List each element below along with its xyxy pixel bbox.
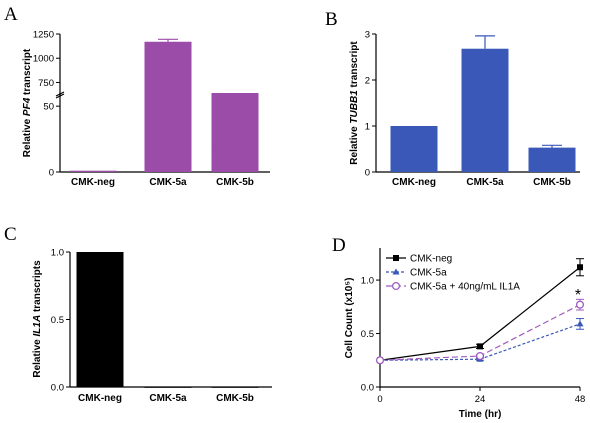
panel-letter-b: B (325, 9, 338, 30)
legend-label: CMK-5a (410, 268, 447, 279)
data-point (577, 264, 583, 271)
series-line (379, 304, 581, 361)
y-tick-label: 750 (38, 78, 54, 89)
x-tick-label: CMK-neg (71, 177, 115, 188)
x-tick-label: 24 (475, 394, 486, 405)
legend-marker (391, 281, 401, 291)
legend-marker (393, 255, 399, 261)
y-tick-label: 0.5 (361, 329, 374, 340)
x-tick-label: 0 (377, 394, 382, 405)
axis-break-mark-lower (55, 91, 65, 97)
y-tick-label: 0.0 (361, 383, 374, 394)
data-point (475, 351, 485, 361)
y-tick-label: 1.0 (361, 276, 374, 287)
data-point (477, 343, 483, 350)
panel-d-cell-count-chart: 0.0 0.5 1.0 0 24 48 Time (hr) Cell Count (x10⁵)… (344, 248, 585, 420)
legend-label: CMK-5a + 40ng/mL IL1A (410, 282, 520, 293)
y-tick-label: 50 (43, 102, 54, 113)
y-tick-label: 1.0 (51, 248, 64, 259)
panel-a-pf4-chart: 0 50 750 1000 1250 CMK-neg CMK-5a CMK-5b Relativ… (22, 30, 270, 188)
legend-marker (392, 268, 400, 275)
bar-cmk-5a (144, 387, 192, 388)
y-tick-label: 0.5 (51, 315, 64, 326)
x-tick-label: CMK-5a (149, 177, 187, 188)
panel-letter-d: D (332, 235, 346, 256)
bar-cmk-5a (461, 48, 509, 172)
bar-cmk-5a-lower (144, 93, 192, 172)
y-tick-label: 3 (365, 30, 370, 41)
y-tick-label: 2 (365, 76, 370, 87)
x-tick-label: CMK-5a (149, 393, 187, 404)
x-tick-label: CMK-5b (216, 393, 254, 404)
x-tick-label: CMK-5b (216, 177, 254, 188)
bar-cmk-neg (76, 252, 124, 387)
axis-break-mark-upper (55, 93, 65, 99)
y-tick-label: 1250 (33, 30, 54, 41)
bar-cmk-5b (211, 387, 259, 388)
panel-letter-a: A (4, 4, 18, 25)
panel-letter-c: C (4, 224, 17, 245)
y-axis-label: Relative TUBB1 transcript (349, 41, 360, 165)
y-tick-label: 0.0 (51, 383, 64, 394)
y-tick-label: 1 (365, 122, 370, 133)
y-tick-label: 0 (49, 168, 54, 179)
panel-c-il1a-chart: 0.0 0.5 1.0 CMK-neg CMK-5a CMK-5b Relative IL1… (32, 248, 272, 404)
x-tick-label: CMK-neg (392, 177, 436, 188)
bar-cmk-neg (69, 170, 117, 172)
significance-asterisk: * (575, 287, 581, 304)
data-point (375, 356, 385, 365)
y-tick-label: 0 (365, 168, 370, 179)
data-point (575, 300, 585, 309)
x-axis-label: Time (hr) (459, 409, 502, 420)
bar-cmk-5a-upper (144, 41, 192, 97)
y-tick-label: 1000 (33, 54, 54, 65)
legend-label: CMK-neg (410, 254, 452, 265)
bar-cmk-neg (390, 126, 438, 172)
x-tick-label: 48 (575, 394, 586, 405)
bar-cmk-5b (528, 147, 576, 172)
y-axis-label: Relative PF4 transcript (22, 48, 33, 157)
panel-b-tubb1-chart: 0 1 2 3 CMK-neg CMK-5a CMK-5b Relative TUBB1 tr… (349, 30, 580, 188)
x-tick-label: CMK-5b (533, 177, 571, 188)
x-tick-label: CMK-5a (466, 177, 504, 188)
data-point (576, 320, 584, 327)
y-axis-label: Relative IL1A transcripts (32, 260, 43, 378)
bar-cmk-5b (211, 149, 259, 172)
x-tick-label: CMK-neg (78, 393, 122, 404)
y-axis-label: Cell Count (x10⁵) (344, 278, 355, 359)
